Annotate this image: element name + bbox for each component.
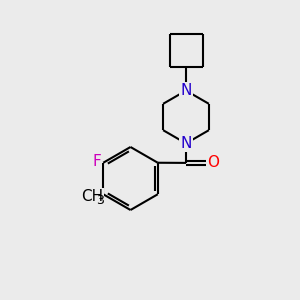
Text: F: F	[92, 154, 101, 169]
Text: CH: CH	[81, 189, 103, 204]
Text: 3: 3	[96, 194, 104, 207]
Text: N: N	[180, 136, 192, 151]
Text: N: N	[180, 83, 192, 98]
Text: O: O	[207, 155, 219, 170]
